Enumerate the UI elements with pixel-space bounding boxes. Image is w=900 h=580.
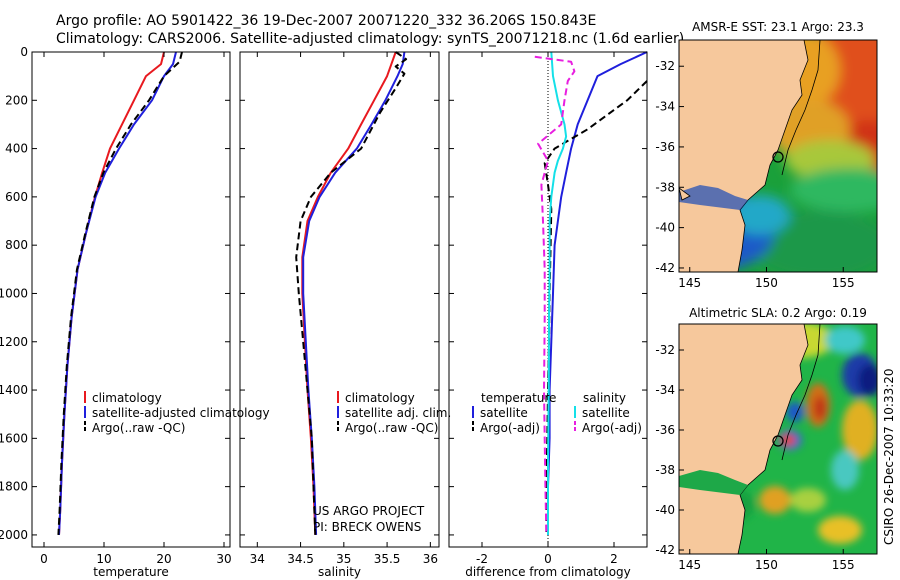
map-y-tick-label: -36: [655, 140, 675, 154]
series-line-argo-raw-qc-: [295, 51, 408, 535]
header-line2: Climatology: CARS2006. Satellite-adjuste…: [56, 31, 684, 47]
y-tick-label: 1000: [0, 286, 28, 300]
y-tick-label: 1600: [0, 431, 28, 445]
map-y-tick-label: -38: [655, 463, 675, 477]
map-y-tick-label: -38: [655, 180, 675, 194]
salinity-panel: 34 34.5 35 35.5 36 salinity: [239, 51, 440, 579]
x-axis-label: difference from climatology: [465, 565, 631, 579]
map-y-tick-label: -32: [655, 343, 675, 357]
map-y-tick-label: -40: [655, 221, 675, 235]
coast-fragment: [679, 187, 691, 201]
legend-label-satellite: satellite adj. clim.: [345, 406, 451, 420]
legend-label-temp-satellite: satellite: [480, 406, 528, 420]
y-tick-label: 2000: [0, 528, 28, 542]
legend-title-temperature: temperature: [481, 391, 556, 405]
y-tick-label: 1800: [0, 480, 28, 494]
y-tick-label: 1400: [0, 383, 28, 397]
temperature-panel: 0 10 20 30 0 200 400 600 800 1000 1200 1400 1600 1800…: [0, 45, 232, 579]
difference-legend: temperature satellite Argo(-adj) salinit…: [472, 391, 642, 435]
header-line1: Argo profile: AO 5901422_36 19-Dec-2007 …: [56, 13, 596, 29]
map-y-tick-label: -36: [655, 423, 675, 437]
x-tick-label: 35: [336, 552, 351, 566]
map-x-tick-label: 150: [755, 276, 778, 290]
legend-label-temp-argo: Argo(-adj): [480, 421, 540, 435]
series-line-salinity-satellite: [547, 51, 568, 535]
y-tick-label: 400: [5, 142, 28, 156]
legend-label-argo: Argo(..raw -QC): [345, 421, 438, 435]
pi-label: PI: BRECK OWENS: [313, 520, 421, 534]
legend-label-argo: Argo(..raw -QC): [92, 421, 185, 435]
x-tick-label: 20: [156, 552, 171, 566]
csiro-timestamp: CSIRO 26-Dec-2007 10:33:20: [882, 368, 896, 545]
axes-frame: [239, 51, 440, 548]
map-x-tick-label: 145: [678, 558, 701, 572]
sst-map: [679, 40, 877, 272]
map2-frame: [678, 323, 878, 555]
map1-frame: [678, 39, 878, 273]
map-x-tick-label: 155: [832, 276, 855, 290]
map-y-tick-label: -40: [655, 503, 675, 517]
x-tick-label: 0: [544, 552, 552, 566]
y-tick-label: 0: [20, 45, 28, 59]
map-x-tick-label: 150: [755, 558, 778, 572]
map-y-tick-label: -34: [655, 383, 675, 397]
map-x-tick-label: 155: [832, 558, 855, 572]
y-tick-label: 800: [5, 238, 28, 252]
x-tick-label: 34.5: [287, 552, 314, 566]
x-tick-label: 2: [610, 552, 618, 566]
x-tick-label: 35.5: [374, 552, 401, 566]
legend-label-climatology: climatology: [92, 391, 162, 405]
x-tick-label: 30: [216, 552, 231, 566]
map1-title: AMSR-E SST: 23.1 Argo: 23.3: [692, 20, 864, 34]
bass-strait: [679, 470, 748, 495]
x-tick-label: 0: [40, 552, 48, 566]
sla-map: [679, 324, 877, 554]
land-australia: [679, 324, 809, 554]
shelf-contour: [781, 40, 821, 176]
legend-label-sal-satellite: satellite: [582, 406, 630, 420]
x-tick-label: 34: [250, 552, 265, 566]
x-tick-label: 10: [96, 552, 111, 566]
series-line-argo-raw-qc-: [57, 51, 183, 535]
argo-location-marker: [772, 151, 784, 163]
legend-title-salinity: salinity: [583, 391, 626, 405]
y-tick-label: 1200: [0, 335, 28, 349]
map-y-tick-label: -32: [655, 59, 675, 73]
series-line-temperature-satellite: [547, 51, 648, 535]
y-tick-label: 200: [5, 93, 28, 107]
map-y-tick-label: -34: [655, 100, 675, 114]
salinity-legend: climatology satellite adj. clim. Argo(..…: [337, 391, 451, 435]
map-y-tick-label: -42: [655, 543, 675, 557]
series-line-temperature-argo-adj-: [543, 80, 648, 535]
project-label: US ARGO PROJECT: [313, 504, 425, 518]
series-line-satellite-adjusted-climatology: [58, 51, 177, 535]
series-line-salinity-argo-adj-: [534, 55, 576, 535]
x-tick-label: -2: [476, 552, 488, 566]
map2-title: Altimetric SLA: 0.2 Argo: 0.19: [689, 306, 867, 320]
shelf-contour: [781, 324, 821, 461]
x-axis-label: temperature: [93, 565, 168, 579]
series-line-climatology: [301, 51, 397, 535]
legend-label-climatology: climatology: [345, 391, 415, 405]
argo-location-marker: [772, 435, 784, 447]
land-australia: [679, 40, 809, 272]
legend-label-satellite: satellite-adjusted climatology: [92, 406, 270, 420]
x-axis-label: salinity: [318, 565, 361, 579]
temperature-legend: climatology satellite-adjusted climatolo…: [84, 391, 270, 435]
legend-label-sal-argo: Argo(-adj): [582, 421, 642, 435]
map-y-tick-label: -42: [655, 261, 675, 275]
x-tick-label: 36: [423, 552, 438, 566]
y-tick-label: 600: [5, 190, 28, 204]
axes-frame: [31, 51, 231, 548]
series-line-satellite-adj-clim-: [302, 51, 406, 535]
bass-strait: [679, 185, 748, 210]
map-x-tick-label: 145: [678, 276, 701, 290]
